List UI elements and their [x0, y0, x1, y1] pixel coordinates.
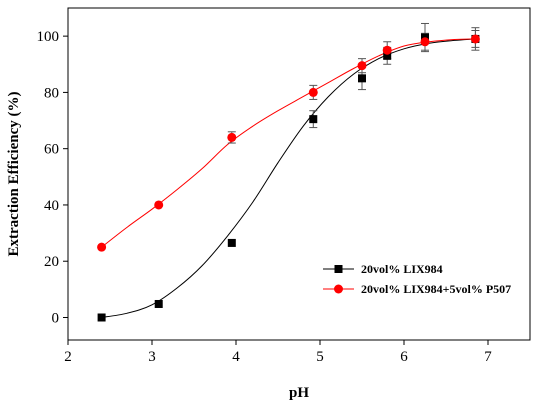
- data-point-circle: [308, 87, 318, 97]
- data-point-square: [227, 238, 236, 247]
- legend-label: 20vol% LIX984+5vol% P507: [361, 282, 511, 296]
- x-tick-label: 7: [484, 349, 492, 365]
- data-point-circle: [357, 61, 367, 71]
- data-point-square: [154, 299, 163, 308]
- fit-curves: [101, 38, 476, 318]
- data-point-square: [309, 115, 318, 124]
- x-tick-label: 5: [316, 349, 324, 365]
- x-tick-label: 3: [148, 349, 156, 365]
- fit-line-series-2: [101, 38, 476, 248]
- legend: 20vol% LIX984 20vol% LIX984+5vol% P507: [323, 262, 511, 296]
- y-tick-label: 60: [44, 142, 59, 158]
- y-tick-label: 100: [37, 29, 60, 45]
- legend-marker-circle: [334, 284, 343, 294]
- y-tick-label: 0: [52, 310, 60, 326]
- x-tick-label: 6: [400, 349, 408, 365]
- data-point-circle: [420, 37, 430, 47]
- plot-frame: [67, 7, 531, 341]
- data-point-circle: [97, 242, 107, 252]
- data-point-square: [383, 51, 392, 60]
- data-point-circle: [227, 132, 237, 142]
- legend-label: 20vol% LIX984: [361, 262, 443, 276]
- x-tick-label: 4: [232, 349, 240, 365]
- axis-ticks: 2 3 4 5 6 7 0 20 40 60 80 100: [37, 29, 493, 365]
- y-tick-label: 80: [44, 85, 59, 101]
- data-point-circle: [154, 200, 164, 210]
- data-point-square: [358, 74, 366, 83]
- fit-line-series-1: [101, 38, 476, 318]
- legend-marker-square: [334, 265, 343, 273]
- data-markers: [97, 33, 480, 322]
- y-axis-title: Extraction Efficiency (%): [6, 92, 22, 257]
- x-axis-title: pH: [289, 385, 309, 401]
- x-tick-label: 2: [64, 349, 72, 365]
- y-tick-label: 20: [44, 254, 59, 270]
- data-point-circle: [382, 45, 392, 55]
- y-tick-label: 40: [44, 198, 59, 214]
- data-point-square: [97, 313, 106, 322]
- data-point-circle: [470, 34, 480, 44]
